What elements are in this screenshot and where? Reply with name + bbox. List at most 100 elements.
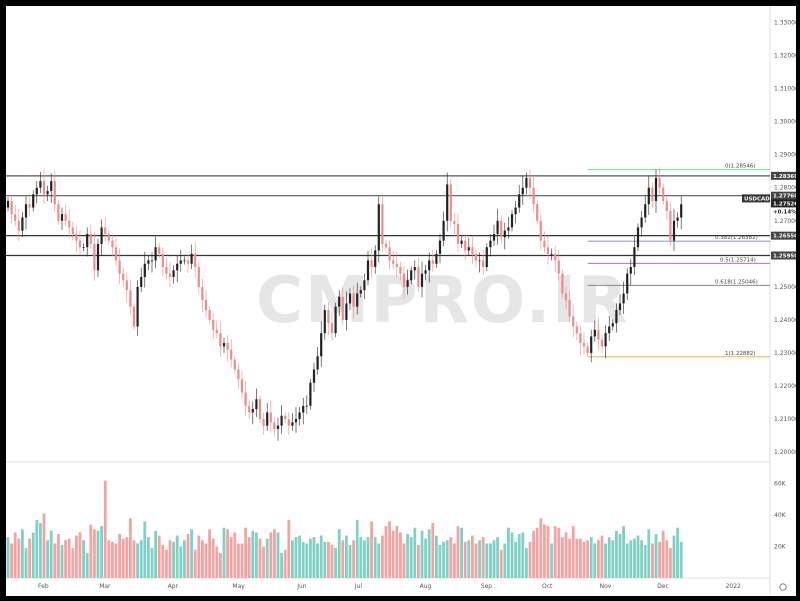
- candle-body: [197, 267, 200, 287]
- volume-bar: [262, 546, 265, 578]
- candle-body: [460, 240, 463, 244]
- price-chart[interactable]: CMPRO.IR 0(1.28546) 0.382(1.26382) 0.5(1.2…: [6, 6, 799, 596]
- volume-bar: [64, 540, 67, 578]
- volume-bar: [503, 543, 507, 578]
- volume-bar: [679, 541, 683, 578]
- candle-body: [532, 187, 535, 205]
- volume-bar: [6, 537, 10, 578]
- volume-bar: [60, 545, 64, 578]
- volume-bar: [323, 541, 327, 578]
- volume-bar: [665, 540, 669, 578]
- volume-bar: [165, 549, 168, 578]
- horizontal-levels: [6, 175, 770, 257]
- candle-body: [122, 273, 125, 281]
- symbol-label: USDCAD: [744, 196, 770, 202]
- level-price-tag: [771, 251, 796, 260]
- candle-body: [352, 293, 355, 307]
- candle-body: [413, 267, 416, 271]
- candle-body: [269, 412, 272, 423]
- volume-bar: [453, 543, 456, 578]
- candle-body: [107, 234, 110, 241]
- volume-bar: [600, 535, 604, 578]
- volume-bar: [636, 535, 640, 578]
- candle-body: [388, 247, 391, 261]
- volume-bar: [337, 529, 341, 578]
- candle-body: [6, 200, 10, 208]
- volume-bar: [352, 540, 355, 578]
- volume-bar: [291, 540, 294, 578]
- candle-body: [266, 412, 269, 426]
- volume-bar: [244, 527, 247, 578]
- volume-bar: [622, 526, 625, 578]
- candle-body: [446, 184, 449, 221]
- volume-bar: [121, 538, 125, 578]
- last-price-label: 1.27526: [773, 201, 796, 207]
- candle-body: [410, 270, 413, 281]
- settings-icon[interactable]: [779, 583, 787, 591]
- fib-label: 0.382(1.26382): [715, 235, 758, 241]
- volume-bar: [409, 537, 413, 578]
- candle-body: [334, 306, 337, 334]
- volume-bar: [417, 545, 420, 578]
- volume-bar: [427, 529, 431, 578]
- price-tick-label: 1.27000: [774, 218, 796, 225]
- candle-body: [600, 339, 604, 347]
- candle-body: [161, 253, 164, 268]
- volume-bar: [168, 540, 172, 578]
- candle-body: [125, 280, 128, 291]
- volume-bar: [532, 530, 535, 578]
- candle-body: [489, 240, 492, 248]
- volume-bar: [521, 532, 525, 578]
- candle-body: [395, 263, 398, 268]
- volume-bar: [543, 524, 546, 578]
- candle-body: [546, 247, 550, 254]
- candle-body: [114, 247, 118, 261]
- candle-body: [557, 260, 560, 274]
- price-tick-label: 1.33000: [774, 20, 796, 27]
- volume-bar: [575, 538, 579, 578]
- volume-bar: [93, 529, 96, 578]
- candle-body: [14, 214, 17, 221]
- volume-bar: [442, 541, 445, 578]
- candle-body: [24, 204, 28, 218]
- candle-body: [586, 346, 589, 353]
- volume-bar: [197, 535, 201, 578]
- candle-body: [312, 369, 316, 383]
- candle-body: [507, 227, 510, 231]
- volume-bar: [456, 526, 460, 578]
- volume-bar: [420, 530, 424, 578]
- candle-body: [377, 204, 380, 251]
- volume-bar: [183, 540, 186, 578]
- price-tick-label: 1.25000: [774, 284, 796, 291]
- candle-body: [665, 200, 668, 211]
- candle-body: [262, 419, 265, 426]
- candle-body: [71, 227, 74, 234]
- volume-bar: [399, 532, 402, 578]
- candle-body: [46, 191, 49, 195]
- month-tick-label: Nov: [600, 583, 612, 590]
- volume-tick-label: 20K: [774, 544, 787, 551]
- candle-body: [428, 260, 431, 271]
- volume-bar: [147, 537, 150, 578]
- candle-body: [179, 260, 182, 264]
- candle-body: [248, 405, 251, 413]
- volume-bar: [449, 537, 453, 578]
- price-tick-label: 1.29000: [774, 152, 796, 159]
- candle-body: [597, 329, 600, 340]
- candle-body: [287, 419, 290, 426]
- volume-bar: [114, 543, 118, 578]
- volume-bar: [438, 545, 442, 578]
- volume-bar: [474, 543, 478, 578]
- volume-bar: [640, 540, 643, 578]
- candle-body: [496, 220, 499, 234]
- level-price-label: 1.25950: [773, 253, 796, 259]
- candle-body: [438, 240, 442, 254]
- volume-bar: [395, 526, 399, 578]
- price-tick-label: 1.23000: [774, 350, 796, 357]
- volume-bar: [85, 552, 89, 578]
- chart-frame: CMPRO.IR 0(1.28546) 0.382(1.26382) 0.5(1.2…: [6, 6, 799, 596]
- volume-bar: [535, 527, 539, 578]
- volume-bar: [154, 530, 157, 578]
- candle-body: [104, 227, 107, 234]
- volume-bar: [492, 540, 496, 578]
